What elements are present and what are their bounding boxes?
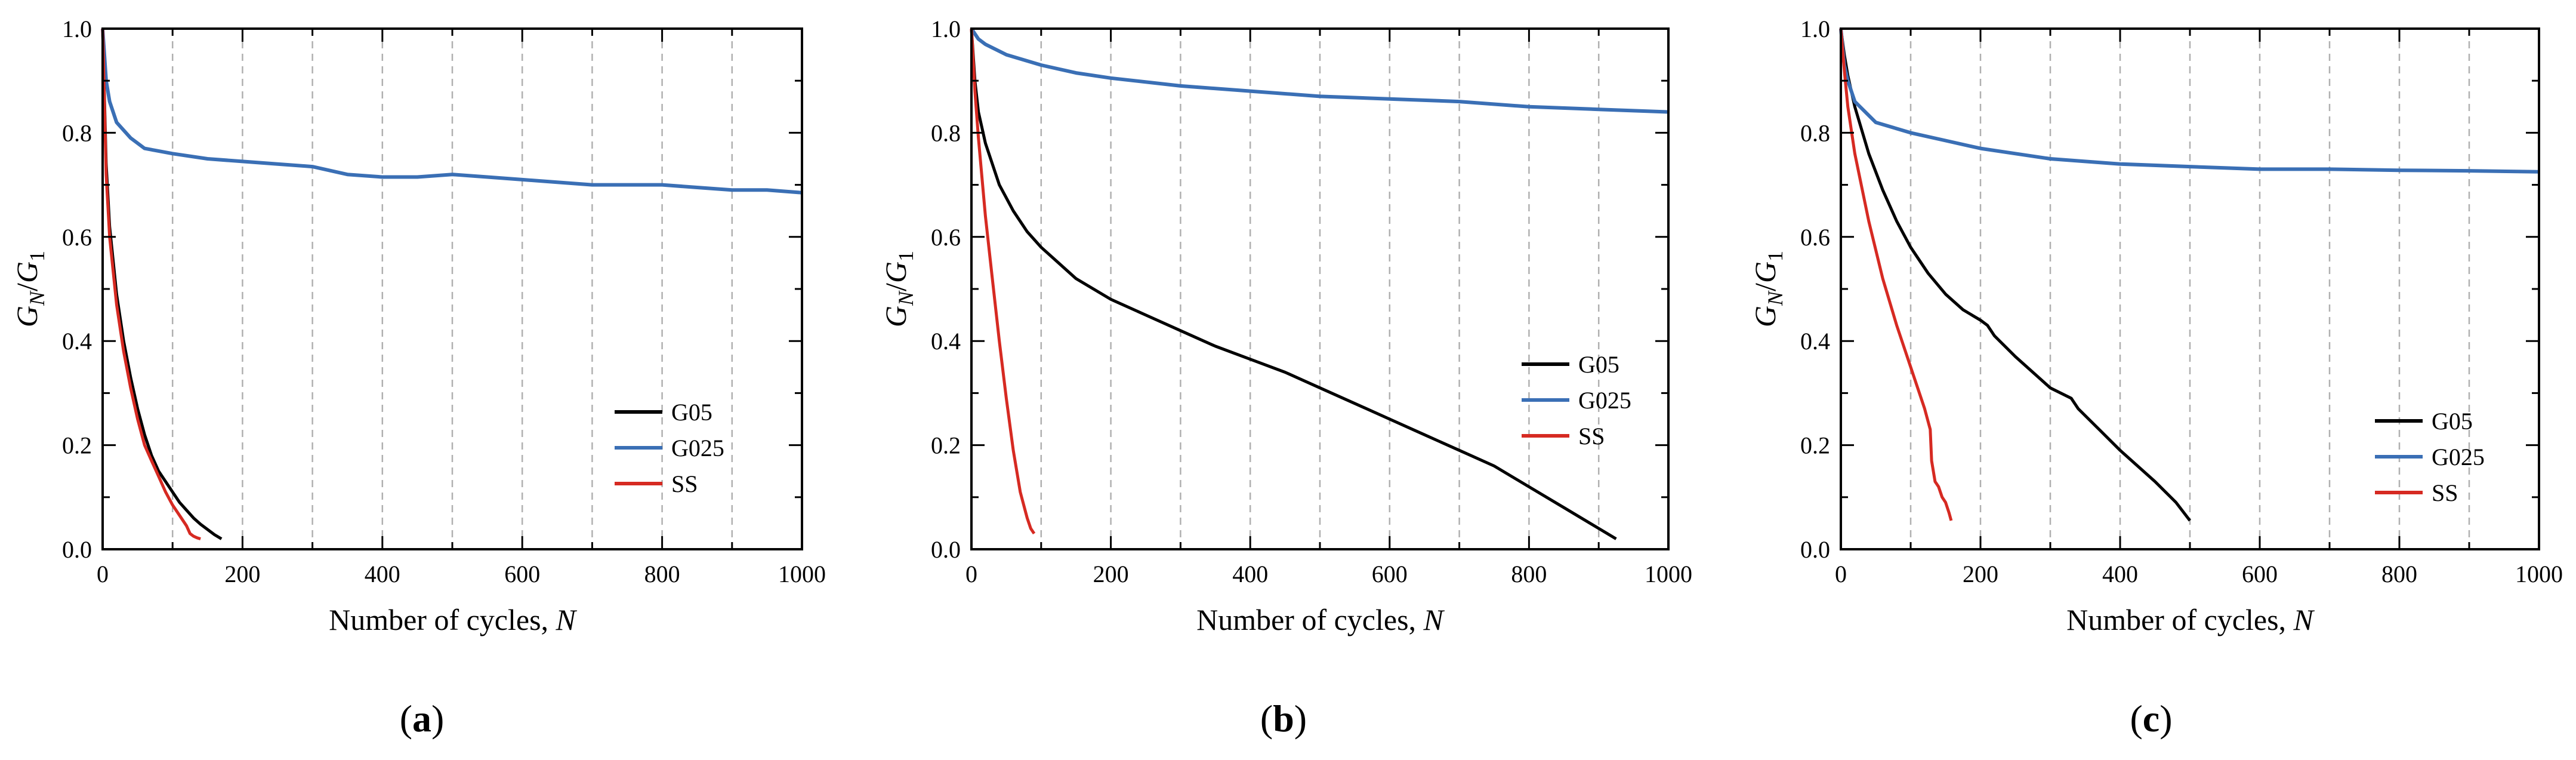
legend-label-g05: G05 [671,399,712,426]
legend-label-g025: G025 [1578,387,1631,414]
y-tick-label: 0.2 [62,432,92,459]
panel-label: (c) [2130,697,2172,740]
y-tick-label: 0.6 [1800,224,1830,251]
x-tick-label: 1000 [1645,561,1692,587]
series-line-ss [1839,28,1953,521]
y-tick-label: 1.0 [62,16,92,42]
y-tick-label: 0.4 [931,328,961,355]
y-tick-label: 0.0 [931,536,961,563]
legend-label-g025: G025 [2432,444,2485,470]
x-tick-label: 800 [2381,561,2417,587]
series-line-g05 [101,28,223,540]
x-tick-label: 800 [1511,561,1547,587]
x-tick-label: 800 [644,561,680,587]
legend-label-ss: SS [2432,479,2458,506]
series-line-ss [101,28,201,540]
x-tick-label: 600 [2242,561,2278,587]
legend-label-g025: G025 [671,435,724,461]
y-axis-title: GN/G1 [10,251,49,327]
panel-label: (b) [1260,697,1307,740]
x-tick-label: 600 [504,561,540,587]
y-tick-label: 0.2 [931,432,961,459]
legend-label-ss: SS [671,470,698,497]
x-tick-label: 400 [365,561,400,587]
series-line-g05 [970,28,1617,540]
x-axis-title: Number of cycles, N [329,603,577,636]
y-axis-title: GN/G1 [1748,251,1787,327]
series-line-g025 [970,27,1669,114]
x-tick-label: 0 [965,561,977,587]
y-tick-label: 1.0 [1800,16,1830,42]
legend-label-g05: G05 [1578,351,1619,378]
y-tick-label: 0.6 [62,224,92,251]
series-line-g025 [1839,28,2540,174]
panel-label: (a) [400,697,445,740]
y-tick-label: 1.0 [931,16,961,42]
legend-label-g05: G05 [2432,408,2473,435]
x-axis-title: Number of cycles, N [1196,603,1445,636]
x-tick-label: 400 [1232,561,1268,587]
x-tick-label: 1000 [2515,561,2563,587]
y-tick-label: 0.0 [62,536,92,563]
y-tick-label: 0.8 [1800,119,1830,146]
x-tick-label: 400 [2102,561,2138,587]
x-tick-label: 200 [224,561,260,587]
chart-panel-b: 0 200 400 600 800 1000 0.0 0.2 0.4 0.6 0.8 1.0 Numbe… [879,16,1692,740]
chart-panel-a: 0 200 400 600 800 1000 0.0 0.2 0.4 0.6 0.8 1.0 Numbe… [10,16,826,740]
y-tick-label: 0.4 [62,328,92,355]
y-tick-label: 0.8 [931,119,961,146]
series-line-ss [970,28,1036,535]
y-tick-label: 0.8 [62,119,92,146]
series-line-g05 [1839,28,2191,522]
chart-panel-c: 0 200 400 600 800 1000 0.0 0.2 0.4 0.6 0.8 1.0 Numbe… [1748,16,2563,740]
x-tick-label: 200 [1093,561,1129,587]
y-tick-label: 0.0 [1800,536,1830,563]
y-tick-label: 0.4 [1800,328,1830,355]
legend-label-ss: SS [1578,423,1605,450]
series-line-g025 [101,28,803,195]
y-axis-title: GN/G1 [879,251,918,327]
x-tick-label: 0 [97,561,109,587]
x-tick-label: 200 [1963,561,1998,587]
x-tick-label: 600 [1372,561,1408,587]
x-tick-label: 1000 [778,561,826,587]
x-tick-label: 0 [1835,561,1847,587]
y-tick-label: 0.6 [931,224,961,251]
y-tick-label: 0.2 [1800,432,1830,459]
x-axis-title: Number of cycles, N [2066,603,2315,636]
